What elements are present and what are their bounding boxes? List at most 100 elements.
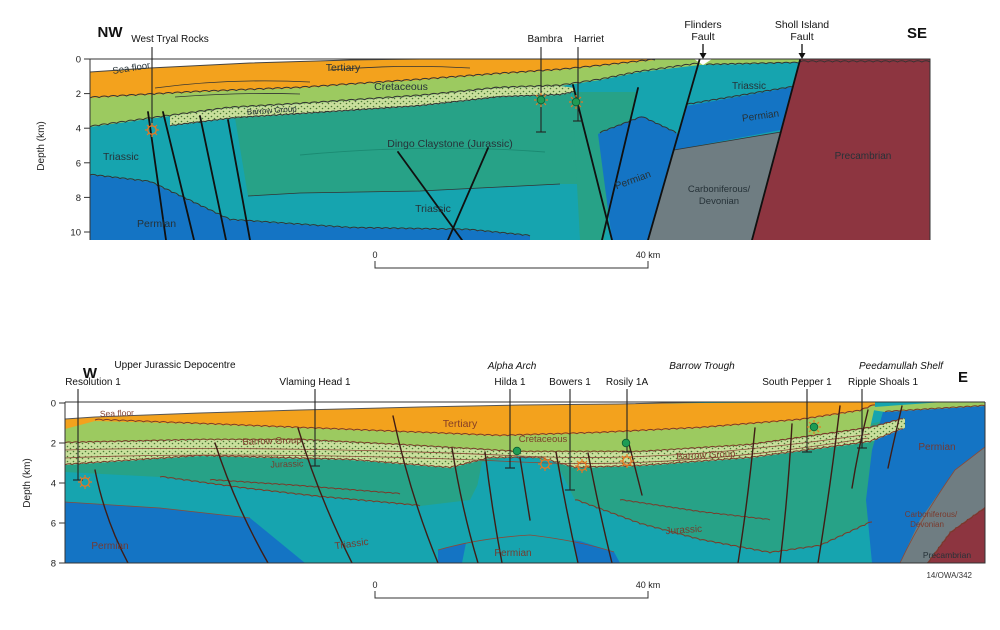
fault-line xyxy=(737,427,756,563)
well-bowers-1: Bowers 1 xyxy=(537,377,591,491)
tertiary-label: Tertiary xyxy=(326,62,361,74)
bottom-depth-axis: 0 2 4 6 8 Depth (km) xyxy=(22,399,65,570)
scale-zero: 0 xyxy=(372,250,377,260)
cretaceous-label: Cretaceous xyxy=(374,81,428,93)
jurassic-mid-label: Jurassic xyxy=(665,524,702,538)
scale-forty-km: 40 km xyxy=(636,250,661,260)
permian-mid-label: Permian xyxy=(494,548,531,559)
carboniferous-label-2: Devonian xyxy=(910,520,944,529)
well-label: Vlaming Head 1 xyxy=(279,377,351,388)
bottom-tertiary-base-line xyxy=(94,404,876,437)
fault-line xyxy=(392,415,439,563)
axis-tick: 6 xyxy=(76,158,81,169)
dingo-label: Dingo Claystone (Jurassic) xyxy=(387,138,512,150)
jurassic-west-label: Jurassic xyxy=(270,458,304,469)
triassic-east-label: Triassic xyxy=(732,81,766,92)
barrow-group-mid-label: Barrow Group xyxy=(676,448,736,462)
bottom-section: Sea floor Tertiary Cretaceous Barrow Gro… xyxy=(22,360,986,599)
alpha-arch-horst-unit xyxy=(462,456,578,563)
flinders-fault-annotation: Flinders Fault xyxy=(684,19,722,59)
fault-line xyxy=(451,447,479,563)
jurassic-base-west-line xyxy=(159,475,421,507)
gas-show-symbol xyxy=(568,94,584,110)
fault-label-line1: Flinders xyxy=(684,19,721,31)
well-label: Hilda 1 xyxy=(494,377,526,388)
axis-tick: 8 xyxy=(76,193,81,204)
fault-line xyxy=(297,427,353,563)
bottom-permian-east-unit xyxy=(866,405,985,563)
tertiary-bedding-line xyxy=(154,80,311,89)
fault-line xyxy=(147,111,167,240)
well-label: Ripple Shoals 1 xyxy=(848,377,918,388)
top-permian-west-unit xyxy=(90,175,530,240)
top-carboniferous-unit xyxy=(648,132,781,240)
barrow-group-west-label: Barrow Group xyxy=(242,435,301,448)
fault-line xyxy=(94,469,129,563)
bottom-water xyxy=(65,402,705,419)
fault-label-line2: Fault xyxy=(691,31,714,43)
top-sea-floor-line xyxy=(90,59,421,73)
fault-line xyxy=(519,457,531,521)
permian-west-label: Permian xyxy=(137,218,176,230)
oil-gas-show-symbol xyxy=(806,419,822,435)
precambrian-label: Precambrian xyxy=(835,151,892,162)
well-label: South Pepper 1 xyxy=(762,377,832,388)
bottom-scale-bar: 0 40 km xyxy=(372,580,661,599)
top-east-cap-base-line xyxy=(705,61,799,66)
carboniferous-label-1: Carboniferous/ xyxy=(905,510,958,519)
barrow-group-label: Barrow Group xyxy=(247,104,298,116)
fault-label-line2: Fault xyxy=(790,31,813,43)
top-scale-bar: 0 40 km xyxy=(372,250,661,269)
well-harriet: Harriet xyxy=(568,34,604,122)
scale-forty-km: 40 km xyxy=(636,580,661,590)
bottom-barrow-top-line xyxy=(65,418,904,453)
flinders-fault-line xyxy=(647,59,701,240)
triassic-label: Triassic xyxy=(334,537,369,553)
well-rosily-1a: Rosily 1A xyxy=(606,377,648,469)
bottom-tertiary-unit xyxy=(65,402,875,436)
top-permian-mid-unit xyxy=(598,116,678,240)
axis-tick: 2 xyxy=(51,439,56,450)
fault-line xyxy=(397,151,463,240)
bottom-barrow-base-line xyxy=(65,428,904,469)
well-label: Resolution 1 xyxy=(65,377,121,388)
fault-line xyxy=(851,409,869,489)
gas-show-symbol xyxy=(621,438,631,448)
axis-tick: 4 xyxy=(51,479,56,490)
structure-alpha-arch: Alpha Arch xyxy=(487,361,537,372)
precambrian-top-line xyxy=(926,506,985,563)
top-precambrian-top-line xyxy=(799,60,930,63)
sea-floor-label: Sea floor xyxy=(100,408,135,419)
direction-nw: NW xyxy=(98,24,124,41)
fault-line xyxy=(587,452,613,563)
down-arrow-icon xyxy=(798,53,806,59)
axis-tick: 10 xyxy=(70,228,81,239)
jurassic-base-east-line xyxy=(574,499,873,554)
fault-line xyxy=(447,147,489,240)
top-permian-west-top-line xyxy=(90,173,531,237)
bottom-precambrian-unit xyxy=(927,507,985,563)
fault-line xyxy=(627,439,643,496)
sholl-island-fault-line xyxy=(751,59,801,240)
permian-east-label: Permian xyxy=(741,108,779,124)
top-dingo-unit xyxy=(235,92,594,196)
carboniferous-label-1: Carboniferous/ xyxy=(688,184,751,195)
barrow-stringer-line xyxy=(65,437,869,464)
carboniferous-label-2: Devonian xyxy=(699,196,739,207)
structure-upper-jurassic-depocentre: Upper Jurassic Depocentre xyxy=(114,360,236,371)
triassic-mid-label: Triassic xyxy=(415,203,451,215)
fault-line xyxy=(887,405,903,469)
triassic-west-label: Triassic xyxy=(103,151,139,163)
axis-tick: 2 xyxy=(76,89,81,100)
fault-line xyxy=(555,451,579,563)
depth-axis-label: Depth (km) xyxy=(36,121,47,170)
well-label: Harriet xyxy=(574,34,604,45)
axis-tick: 0 xyxy=(51,399,56,410)
top-cretaceous-base-line xyxy=(90,62,699,128)
permian-west-label: Permian xyxy=(91,541,128,552)
well-label: West Tryal Rocks xyxy=(131,34,209,45)
top-tertiary-base-line xyxy=(90,59,656,99)
fault-line xyxy=(199,115,227,240)
bottom-sea-floor-line xyxy=(65,402,706,420)
direction-e: E xyxy=(958,369,968,386)
